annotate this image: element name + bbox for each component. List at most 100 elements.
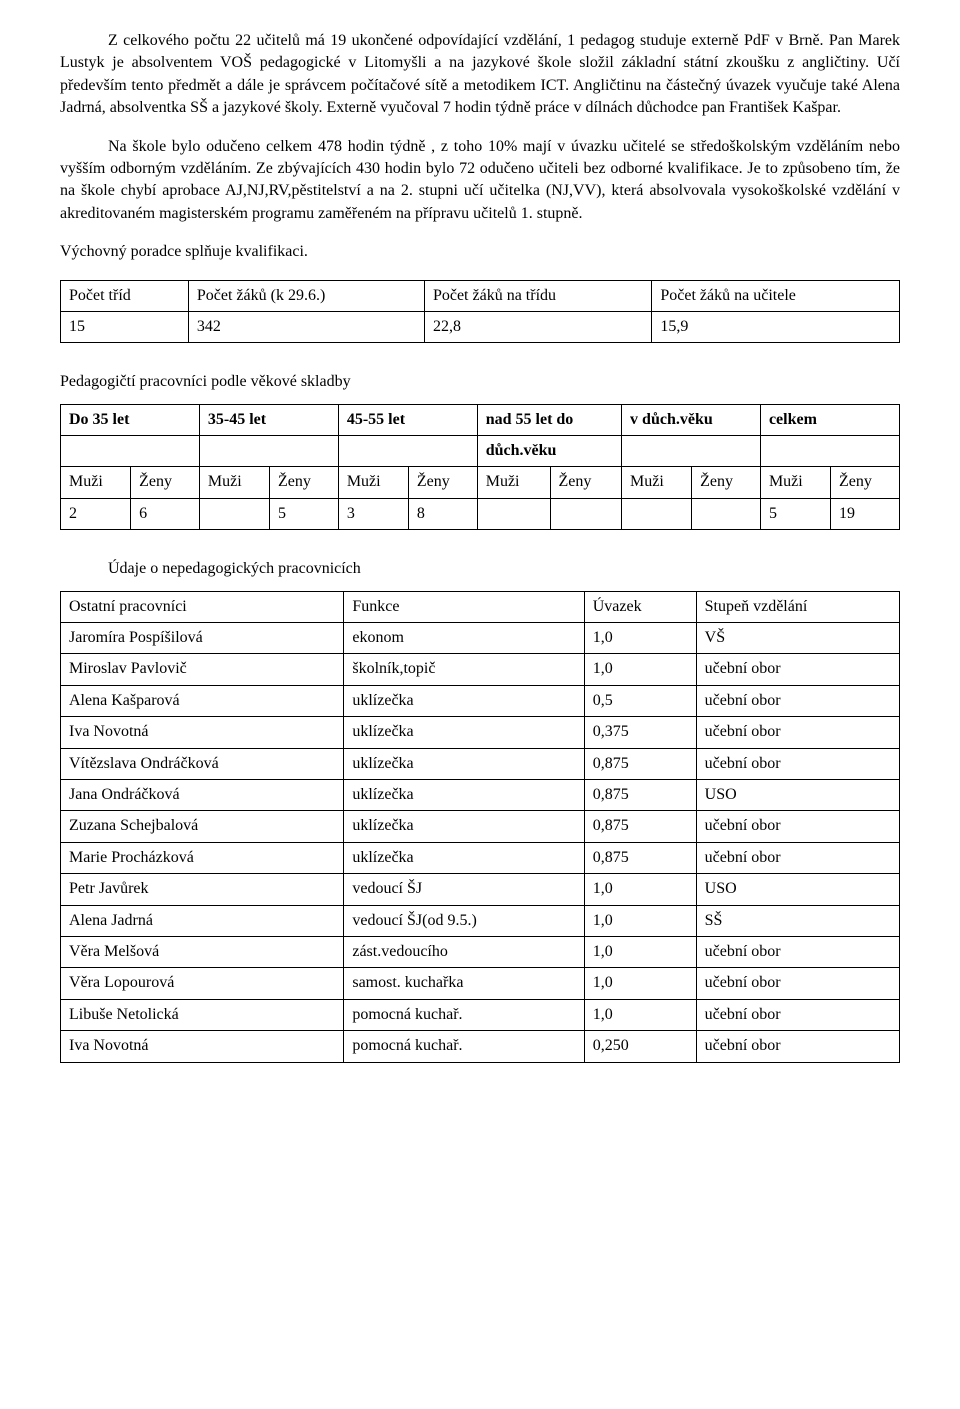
table-cell: 3 (338, 498, 408, 529)
table-cell: Muži (199, 467, 269, 498)
table-cell: vedoucí ŠJ(od 9.5.) (344, 905, 584, 936)
table-row: Ostatní pracovníci Funkce Úvazek Stupeň … (61, 591, 900, 622)
table-cell: 0,875 (584, 811, 696, 842)
table-cell: 19 (831, 498, 900, 529)
table-cell (550, 498, 622, 529)
table-header-cell: Funkce (344, 591, 584, 622)
table-cell: 1,0 (584, 623, 696, 654)
table-row: Vítězslava Ondráčková uklízečka 0,875 uč… (61, 748, 900, 779)
table-row: Alena Kašparová uklízečka 0,5 učební obo… (61, 685, 900, 716)
table-cell: Muži (622, 467, 692, 498)
table-nonpedagogical: Ostatní pracovníci Funkce Úvazek Stupeň … (60, 591, 900, 1063)
table-header-cell: Do 35 let (61, 404, 200, 435)
table-cell: samost. kuchařka (344, 968, 584, 999)
table-row: Alena Jadrná vedoucí ŠJ(od 9.5.) 1,0 SŠ (61, 905, 900, 936)
table-cell: USO (696, 779, 899, 810)
table-cell: Muži (477, 467, 550, 498)
table-row: 2 6 5 3 8 5 19 (61, 498, 900, 529)
table-cell: 1,0 (584, 968, 696, 999)
table-cell: 0,875 (584, 779, 696, 810)
table-cell: učební obor (696, 654, 899, 685)
table-row: Zuzana Schejbalová uklízečka 0,875 učebn… (61, 811, 900, 842)
table-cell (622, 498, 692, 529)
table-cell: učební obor (696, 748, 899, 779)
table-cell: 6 (131, 498, 200, 529)
table-header-cell: Úvazek (584, 591, 696, 622)
table-header-cell: nad 55 let do (477, 404, 621, 435)
section-title-nonped: Údaje o nepedagogických pracovnicích (108, 558, 900, 580)
table-cell: pomocná kuchař. (344, 999, 584, 1030)
table-cell: Vítězslava Ondráčková (61, 748, 344, 779)
table-row: Iva Novotná pomocná kuchař. 0,250 učební… (61, 1031, 900, 1062)
table-cell: 0,375 (584, 717, 696, 748)
table-cell: 342 (188, 311, 424, 342)
table-row: důch.věku (61, 436, 900, 467)
table-row: 15 342 22,8 15,9 (61, 311, 900, 342)
table-cell: učební obor (696, 1031, 899, 1062)
table-cell: 15,9 (652, 311, 900, 342)
table-header-cell: 45-55 let (338, 404, 477, 435)
table-cell: 5 (760, 498, 830, 529)
table-row: Marie Procházková uklízečka 0,875 učební… (61, 842, 900, 873)
table-cell: uklízečka (344, 842, 584, 873)
table-cell: Muži (760, 467, 830, 498)
table-header-cell: Počet žáků (k 29.6.) (188, 280, 424, 311)
table-cell (692, 498, 761, 529)
table-cell: vedoucí ŠJ (344, 874, 584, 905)
table-cell: Muži (61, 467, 131, 498)
table-classes: Počet tříd Počet žáků (k 29.6.) Počet žá… (60, 280, 900, 344)
paragraph-2: Na škole bylo odučeno celkem 478 hodin t… (60, 136, 900, 226)
table-cell: učební obor (696, 999, 899, 1030)
table-header-cell: Ostatní pracovníci (61, 591, 344, 622)
table-cell: pomocná kuchař. (344, 1031, 584, 1062)
table-cell: Věra Lopourová (61, 968, 344, 999)
table-header-cell: Počet žáků na učitele (652, 280, 900, 311)
table-row: Věra Lopourová samost. kuchařka 1,0 učeb… (61, 968, 900, 999)
table-cell (622, 436, 761, 467)
table-cell (61, 436, 200, 467)
table-cell: Ženy (692, 467, 761, 498)
table-cell: 8 (408, 498, 477, 529)
table-cell: uklízečka (344, 811, 584, 842)
paragraph-1: Z celkového počtu 22 učitelů má 19 ukonč… (60, 30, 900, 120)
table-cell: Jaromíra Pospíšilová (61, 623, 344, 654)
table-row: Jaromíra Pospíšilová ekonom 1,0 VŠ (61, 623, 900, 654)
table-cell: učební obor (696, 717, 899, 748)
table-cell: Miroslav Pavlovič (61, 654, 344, 685)
table-cell: 1,0 (584, 905, 696, 936)
table-cell: 15 (61, 311, 189, 342)
table-cell: Ženy (131, 467, 200, 498)
table-cell: 0,250 (584, 1031, 696, 1062)
table-cell: Muži (338, 467, 408, 498)
table-cell: učební obor (696, 968, 899, 999)
table-cell: Ženy (831, 467, 900, 498)
table-cell: důch.věku (477, 436, 621, 467)
table-cell: 0,5 (584, 685, 696, 716)
table-cell: ekonom (344, 623, 584, 654)
table-cell (338, 436, 477, 467)
table-cell: Alena Kašparová (61, 685, 344, 716)
table-cell: Marie Procházková (61, 842, 344, 873)
table-cell: učební obor (696, 811, 899, 842)
table-cell (199, 498, 269, 529)
table-cell: učební obor (696, 936, 899, 967)
table-cell: Iva Novotná (61, 1031, 344, 1062)
table-cell: učební obor (696, 842, 899, 873)
table-cell: Ženy (550, 467, 622, 498)
table-cell: 2 (61, 498, 131, 529)
table-row: Počet tříd Počet žáků (k 29.6.) Počet žá… (61, 280, 900, 311)
table-cell: 1,0 (584, 874, 696, 905)
table-header-cell: 35-45 let (199, 404, 338, 435)
section-title-age: Pedagogičtí pracovníci podle věkové skla… (60, 371, 900, 393)
table-cell: 0,875 (584, 842, 696, 873)
table-row: Jana Ondráčková uklízečka 0,875 USO (61, 779, 900, 810)
table-cell: uklízečka (344, 717, 584, 748)
table-header-cell: celkem (760, 404, 899, 435)
paragraph-3: Výchovný poradce splňuje kvalifikaci. (60, 241, 900, 263)
table-cell (760, 436, 899, 467)
table-cell: 22,8 (424, 311, 651, 342)
table-cell: Libuše Netolická (61, 999, 344, 1030)
table-cell: učební obor (696, 685, 899, 716)
table-cell: Jana Ondráčková (61, 779, 344, 810)
table-row: Iva Novotná uklízečka 0,375 učební obor (61, 717, 900, 748)
